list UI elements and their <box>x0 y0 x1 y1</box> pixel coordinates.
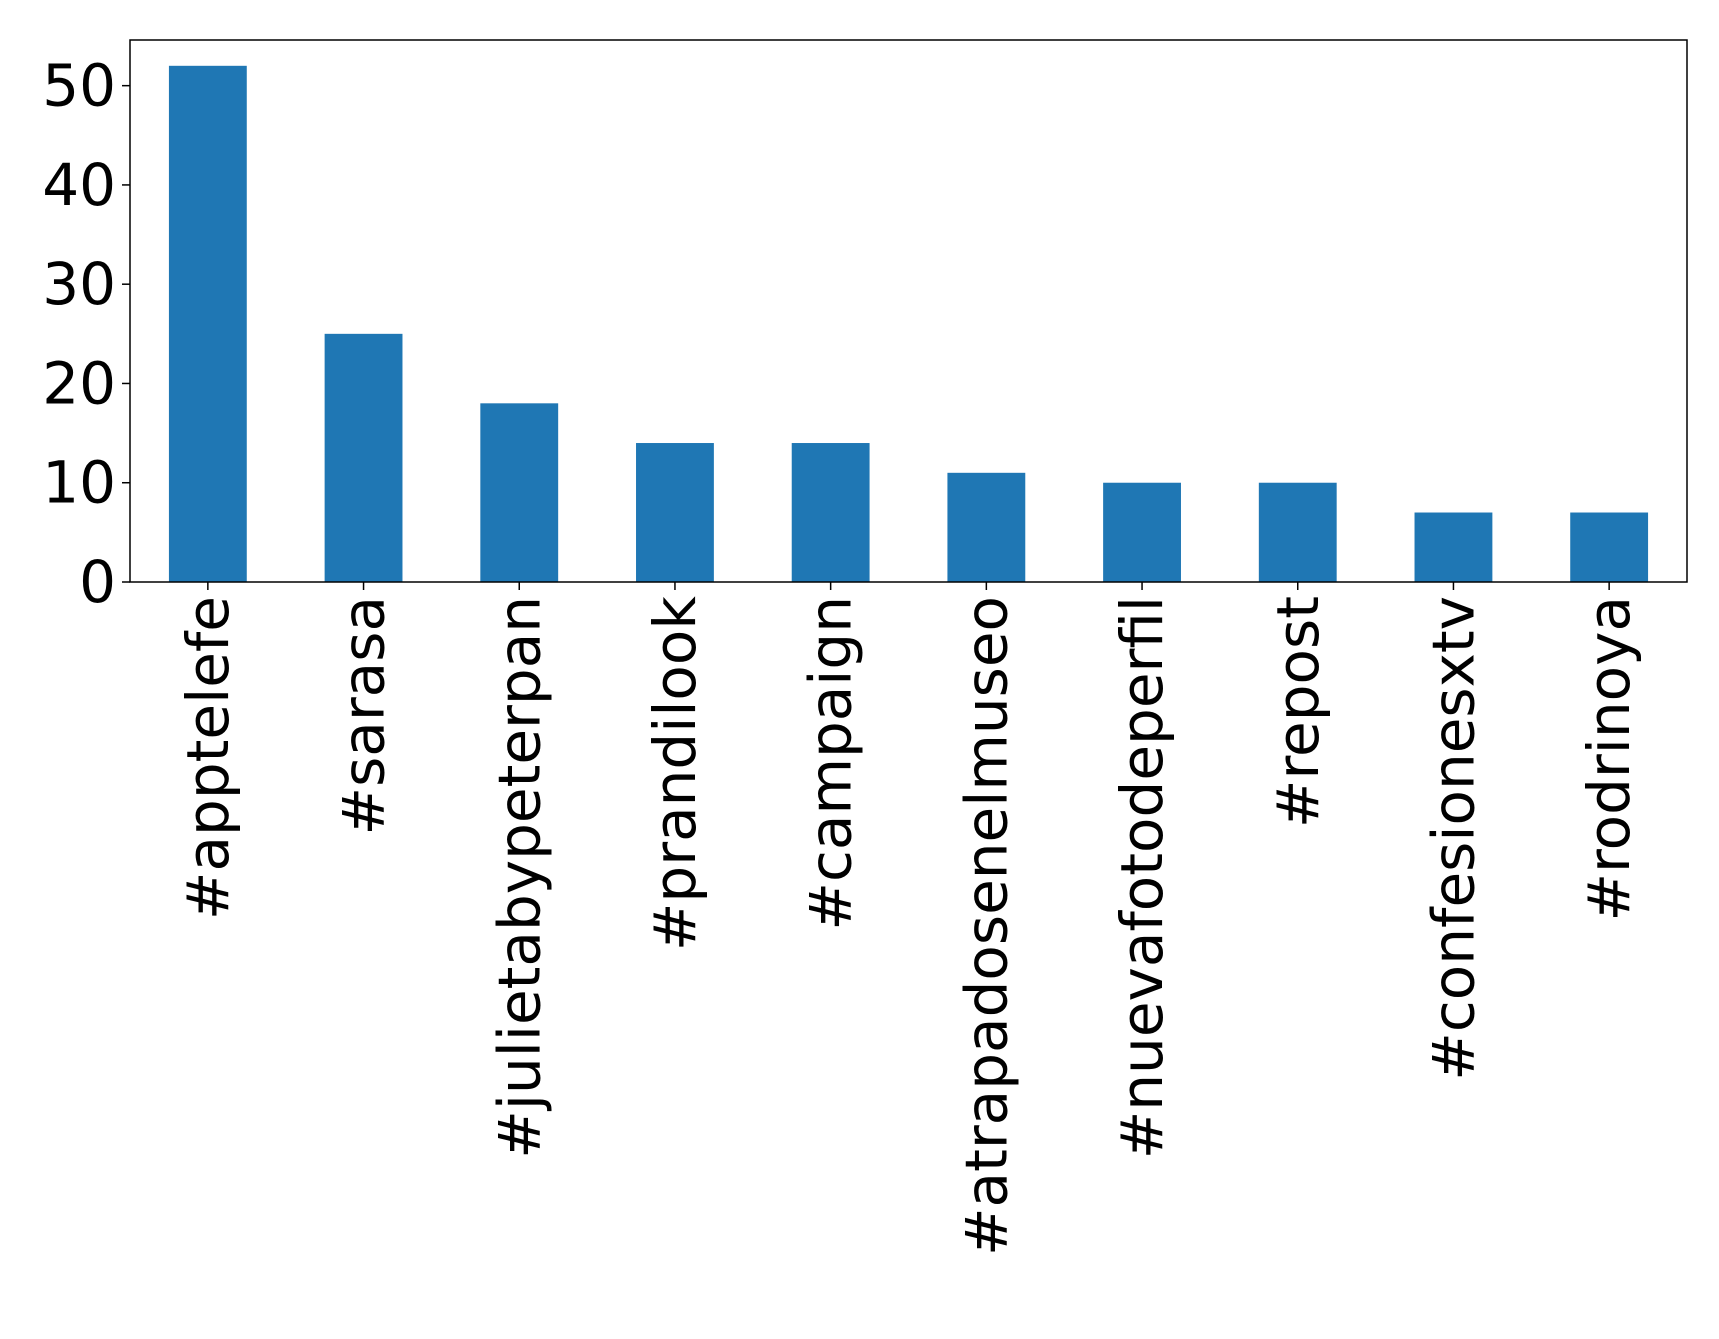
y-tick-label: 10 <box>42 449 116 517</box>
plot-frame <box>129 39 1688 583</box>
bars-group <box>168 65 1649 583</box>
bar-6 <box>947 472 1026 582</box>
bar-5 <box>791 443 870 582</box>
x-tick-label: #sarasa <box>330 596 398 836</box>
y-tick-label: 30 <box>42 250 116 318</box>
y-tick-label: 0 <box>79 548 116 616</box>
x-tick-label: #repost <box>1264 596 1332 828</box>
x-tick-label: #apptelefe <box>174 596 242 920</box>
bar-4 <box>636 443 714 582</box>
bar-7 <box>1103 482 1181 582</box>
y-tick-label: 50 <box>42 52 116 120</box>
bar-8 <box>1258 482 1337 582</box>
bar-3 <box>480 403 559 582</box>
bar-1 <box>168 65 247 583</box>
x-axis: #apptelefe #sarasa #julietabypeterpan #pran… <box>174 582 1643 1256</box>
x-tick-label: #confesionesxtv <box>1419 596 1487 1081</box>
x-tick-label: #nuevafotodeperfil <box>1108 596 1176 1159</box>
bar-9 <box>1414 512 1493 582</box>
y-tick-label: 20 <box>42 349 116 417</box>
y-tick-label: 40 <box>42 151 116 219</box>
x-tick-label: #prandilook <box>641 596 709 952</box>
y-axis: 0 10 20 30 40 50 <box>42 52 130 616</box>
x-tick-label: #julietabypeterpan <box>485 596 553 1159</box>
bar-10 <box>1570 512 1649 582</box>
bar-2 <box>324 333 403 582</box>
x-tick-label: #campaign <box>797 596 865 931</box>
x-tick-label: #rodrinoya <box>1575 596 1643 922</box>
x-tick-label: #atrapadosenelmuseo <box>952 596 1020 1256</box>
